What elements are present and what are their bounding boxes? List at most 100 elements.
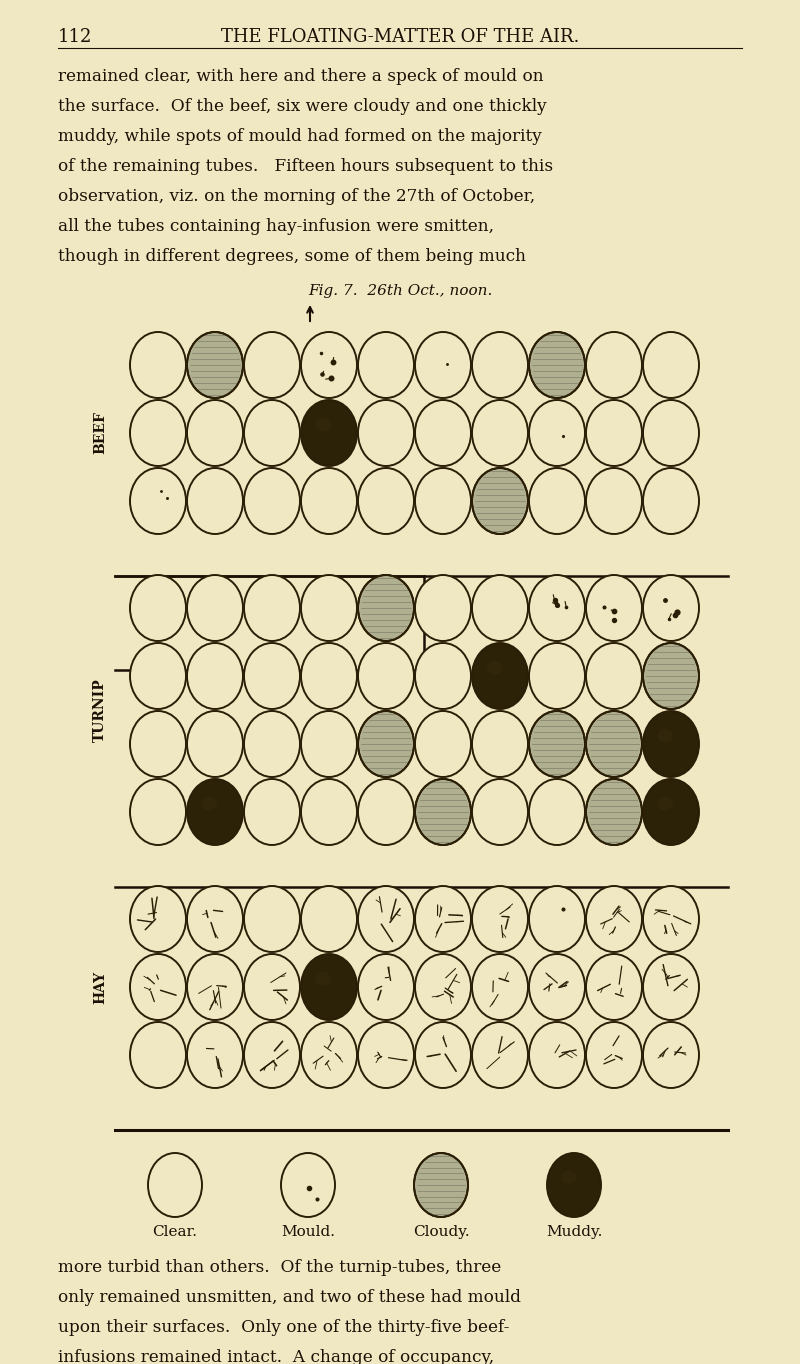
Ellipse shape [586,887,642,952]
Ellipse shape [643,576,699,641]
Ellipse shape [643,953,699,1020]
Ellipse shape [301,468,357,533]
Ellipse shape [472,779,528,846]
Text: observation, viz. on the morning of the 27th of October,: observation, viz. on the morning of the … [58,188,535,205]
Ellipse shape [301,887,357,952]
Ellipse shape [130,887,186,952]
Ellipse shape [643,887,699,952]
Ellipse shape [643,400,699,466]
Ellipse shape [301,953,357,1020]
Ellipse shape [301,711,357,777]
Text: infusions remained intact.  A change of occupancy,: infusions remained intact. A change of o… [58,1349,494,1364]
Text: Cloudy.: Cloudy. [413,1225,470,1239]
Text: HAY: HAY [93,970,107,1004]
Ellipse shape [130,468,186,533]
Ellipse shape [358,953,414,1020]
Ellipse shape [358,887,414,952]
Ellipse shape [187,711,243,777]
Text: more turbid than others.  Of the turnip-tubes, three: more turbid than others. Of the turnip-t… [58,1259,502,1275]
Ellipse shape [529,331,585,398]
Ellipse shape [415,711,471,777]
Ellipse shape [586,576,642,641]
Ellipse shape [358,400,414,466]
Text: all the tubes containing hay-infusion were smitten,: all the tubes containing hay-infusion we… [58,218,494,235]
Ellipse shape [529,887,585,952]
Ellipse shape [586,468,642,533]
Ellipse shape [244,887,300,952]
Ellipse shape [415,331,471,398]
Text: though in different degrees, some of them being much: though in different degrees, some of the… [58,248,526,265]
Ellipse shape [244,576,300,641]
Ellipse shape [472,576,528,641]
Text: Mould.: Mould. [281,1225,335,1239]
Ellipse shape [244,642,300,709]
Ellipse shape [529,953,585,1020]
Ellipse shape [586,331,642,398]
Ellipse shape [358,468,414,533]
Ellipse shape [643,711,699,777]
Text: TURNIP: TURNIP [93,678,107,742]
Ellipse shape [244,711,300,777]
Ellipse shape [415,576,471,641]
Ellipse shape [244,953,300,1020]
Ellipse shape [529,711,585,777]
Text: Fig. 7.  26th Oct., noon.: Fig. 7. 26th Oct., noon. [308,284,492,297]
Ellipse shape [187,953,243,1020]
Ellipse shape [643,331,699,398]
Ellipse shape [586,711,642,777]
Ellipse shape [415,400,471,466]
Ellipse shape [187,779,243,846]
Ellipse shape [148,1153,202,1217]
Ellipse shape [529,400,585,466]
Ellipse shape [486,662,502,674]
Ellipse shape [472,953,528,1020]
Ellipse shape [130,711,186,777]
Ellipse shape [130,779,186,846]
Ellipse shape [130,1022,186,1088]
Ellipse shape [415,779,471,846]
Ellipse shape [586,642,642,709]
Ellipse shape [643,468,699,533]
Ellipse shape [529,642,585,709]
Ellipse shape [561,1170,576,1184]
Text: BEEF: BEEF [93,412,107,454]
Ellipse shape [301,331,357,398]
Text: Muddy.: Muddy. [546,1225,602,1239]
Text: upon their surfaces.  Only one of the thirty-five beef-: upon their surfaces. Only one of the thi… [58,1319,510,1335]
Ellipse shape [472,711,528,777]
Ellipse shape [301,400,357,466]
Ellipse shape [244,779,300,846]
Ellipse shape [529,468,585,533]
Ellipse shape [415,887,471,952]
Ellipse shape [301,779,357,846]
Ellipse shape [415,468,471,533]
Ellipse shape [547,1153,601,1217]
Ellipse shape [658,730,673,742]
Ellipse shape [586,400,642,466]
Ellipse shape [415,1022,471,1088]
Ellipse shape [586,1022,642,1088]
Text: muddy, while spots of mould had formed on the majority: muddy, while spots of mould had formed o… [58,128,542,145]
Ellipse shape [358,331,414,398]
Ellipse shape [301,642,357,709]
Ellipse shape [301,576,357,641]
Ellipse shape [187,331,243,398]
Ellipse shape [301,1022,357,1088]
Ellipse shape [472,642,528,709]
Ellipse shape [472,400,528,466]
Ellipse shape [130,576,186,641]
Ellipse shape [187,400,243,466]
Ellipse shape [358,576,414,641]
Ellipse shape [130,400,186,466]
Ellipse shape [658,797,673,810]
Ellipse shape [244,1022,300,1088]
Ellipse shape [472,1022,528,1088]
Text: Clear.: Clear. [153,1225,198,1239]
Ellipse shape [316,973,331,985]
Ellipse shape [187,1022,243,1088]
Ellipse shape [414,1153,468,1217]
Ellipse shape [358,1022,414,1088]
Ellipse shape [187,642,243,709]
Ellipse shape [187,576,243,641]
Ellipse shape [202,797,217,810]
